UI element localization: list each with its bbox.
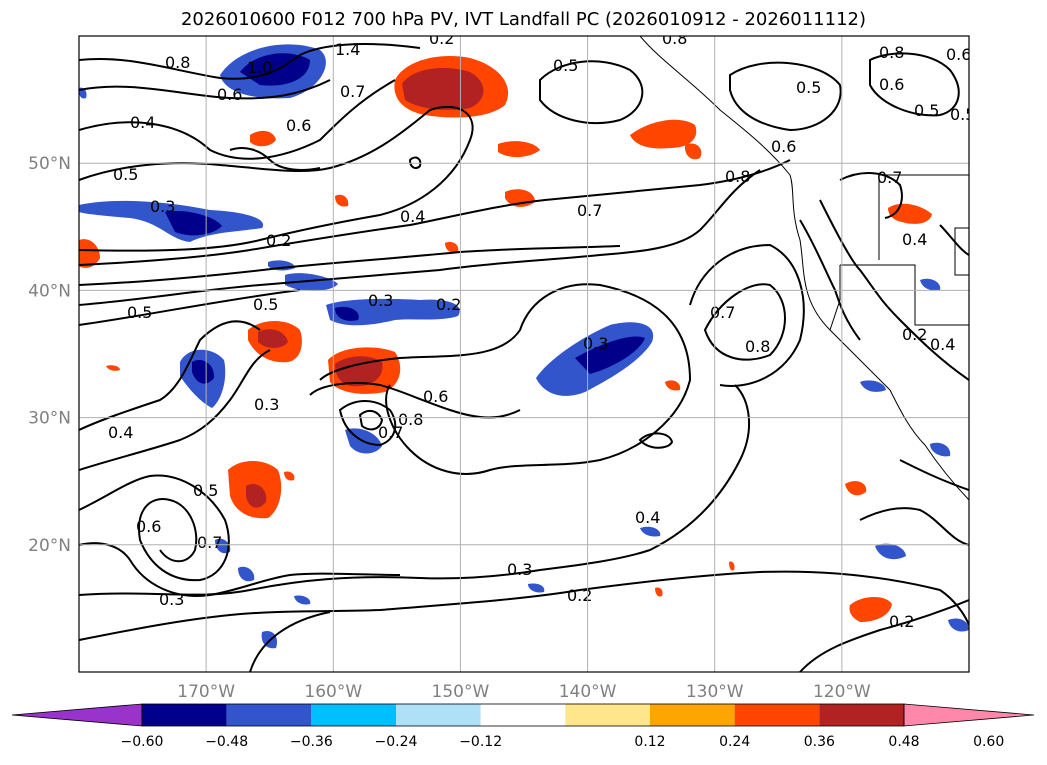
contour-label: 0.4 [400, 207, 425, 226]
contour-label: 0.7 [340, 82, 365, 101]
colorbar-segment [819, 704, 904, 726]
contour-label: 0.3 [159, 590, 184, 609]
contour-label: 0.7 [378, 423, 403, 442]
contour-label: 0.6 [286, 116, 311, 135]
contour-label: 0.4 [130, 113, 155, 132]
pv-contours [79, 43, 969, 672]
contour-label: 0.4 [635, 508, 660, 527]
contour-label: 0.2 [436, 295, 461, 314]
contour-label: 0.2 [902, 325, 927, 344]
lon-tick-labels: 170°W 160°W 150°W 140°W 130°W 120°W [177, 682, 871, 702]
contour-label: 0.8 [398, 410, 423, 429]
lon-tick-label: 150°W [432, 682, 490, 702]
colorbar-extend-low [11, 703, 143, 727]
colorbar-tick-label: 0.36 [804, 734, 835, 750]
lon-tick-label: 120°W [813, 682, 871, 702]
contour-label: 0.2 [266, 231, 291, 250]
contour-label: 0.6 [423, 387, 448, 406]
contour-label: 0.3 [254, 395, 279, 414]
chart-title: 2026010600 F012 700 hPa PV, IVT Landfall… [180, 9, 867, 30]
contour-label: 0.2 [429, 29, 454, 48]
colorbar-segment [734, 704, 820, 726]
contour-label: 0.3 [583, 334, 608, 353]
colorbar-tick-label: 0.60 [973, 734, 1004, 750]
contour-label: 0.6 [136, 517, 161, 536]
contour-label: 1.0 [247, 58, 272, 77]
colorbar-tick-label: 0.12 [634, 734, 665, 750]
colorbar-tick-label: −0.36 [290, 734, 333, 750]
lon-tick-label: 170°W [177, 682, 235, 702]
coastline [639, 36, 969, 501]
map-frame [78, 35, 970, 673]
contour-label: 0.5 [253, 295, 278, 314]
colorbar-segment [311, 704, 396, 726]
gridlines [79, 36, 969, 672]
contour-label: 0.5 [127, 303, 152, 322]
contour-label: 0.3 [507, 560, 532, 579]
lat-tick-label: 20°N [28, 536, 71, 556]
colorbar-segment [396, 704, 481, 726]
lat-tick-labels: 20°N 30°N 40°N 50°N [28, 154, 71, 556]
contour-label: 0.7 [577, 201, 602, 220]
contour-label: 0.6 [946, 45, 971, 64]
lon-tick-label: 130°W [686, 682, 744, 702]
colorbar-tick-label: −0.12 [459, 734, 502, 750]
colorbar-segment [226, 704, 312, 726]
colorbar-segment [480, 704, 566, 726]
contour-label: 0.4 [930, 335, 955, 354]
colorbar-extend-high [903, 703, 1035, 727]
contour-label: 0.7 [877, 168, 902, 187]
lon-tick-label: 140°W [559, 682, 617, 702]
colorbar-segment [565, 704, 650, 726]
colorbar-tick-labels: −0.60 −0.48 −0.36 −0.24 −0.12 0.12 0.24 0.36 0.4… [121, 734, 1005, 750]
contour-label: 0.3 [150, 197, 175, 216]
contour-label: 0.8 [662, 29, 687, 48]
lat-tick-label: 40°N [28, 281, 71, 301]
contour-label: 0.4 [108, 423, 133, 442]
contour-label: 0.8 [725, 167, 750, 186]
contour-label: 0.4 [902, 230, 927, 249]
contour-label: 0.5 [950, 105, 975, 124]
contour-label: 0.6 [217, 85, 242, 104]
colorbar-tick-label: 0.48 [888, 734, 919, 750]
contour-label: 0.7 [710, 303, 735, 322]
colorbar-segment [650, 704, 735, 726]
contour-label: 0.3 [368, 291, 393, 310]
contour-label: 0.2 [889, 612, 914, 631]
colorbar-outline [141, 703, 905, 727]
contour-label: 0.6 [771, 137, 796, 156]
contour-label: 0.5 [914, 101, 939, 120]
colorbar [11, 703, 1035, 727]
contour-label: 0.8 [879, 43, 904, 62]
lon-tick-label: 160°W [304, 682, 362, 702]
contour-label: 0.7 [197, 533, 222, 552]
contour-label: 0.8 [165, 53, 190, 72]
contour-label: 0.5 [553, 56, 578, 75]
contour-labels: 0.8 1.0 1.4 0.6 0.7 0.4 0.5 0.3 0.2 0.6 … [108, 29, 975, 631]
contour-label: 1.4 [335, 40, 360, 59]
contour-label: 0.6 [879, 75, 904, 94]
colorbar-tick-label: 0.24 [719, 734, 750, 750]
lat-tick-label: 50°N [28, 154, 71, 174]
contour-label: 0.5 [796, 78, 821, 97]
lat-tick-label: 30°N [28, 409, 71, 429]
contour-label: 0.2 [567, 586, 592, 605]
colorbar-tick-label: −0.48 [205, 734, 248, 750]
contour-label: 0.5 [113, 165, 138, 184]
colorbar-segment [142, 704, 227, 726]
colorbar-tick-label: −0.24 [375, 734, 418, 750]
colorbar-tick-label: −0.60 [121, 734, 164, 750]
contour-label: 0.8 [745, 337, 770, 356]
